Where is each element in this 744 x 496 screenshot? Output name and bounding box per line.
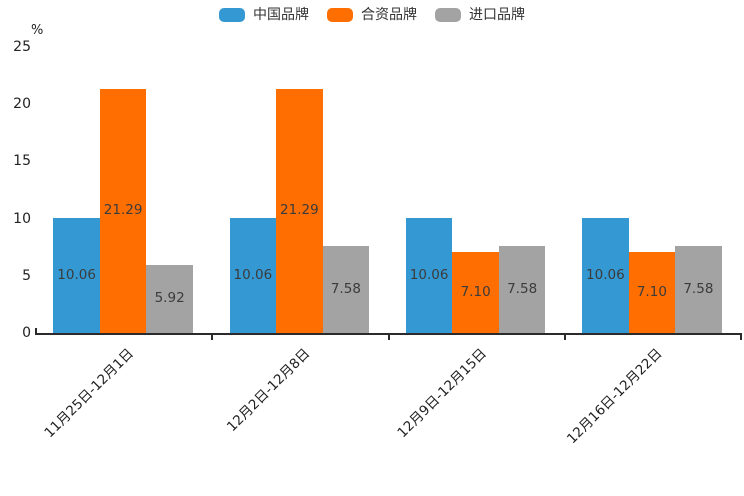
bar: 21.29 xyxy=(99,89,147,333)
bar: 10.06 xyxy=(582,217,629,333)
legend-swatch-import-brand xyxy=(435,8,461,22)
y-axis-tick-label: 20 xyxy=(13,96,31,113)
bar-value-label: 21.29 xyxy=(280,202,319,219)
bar-value-label: 7.58 xyxy=(507,280,538,297)
x-axis-tick-label: 12月9日-12月15日 xyxy=(394,345,490,442)
bar: 10.06 xyxy=(229,217,277,333)
x-axis-tick-label: 12月2日-12月8日 xyxy=(223,345,314,435)
x-axis-tick xyxy=(563,335,566,340)
bar-value-label: 7.58 xyxy=(683,280,714,297)
bar: 21.29 xyxy=(276,89,323,333)
bar-value-label: 10.06 xyxy=(233,266,273,283)
legend-item-label: 合资品牌 xyxy=(361,7,417,23)
bar-value-label: 7.10 xyxy=(636,283,667,300)
bar: 7.10 xyxy=(628,251,676,333)
bar-value-label: 5.92 xyxy=(154,290,185,307)
x-axis-tick xyxy=(740,335,742,340)
legend: 中国品牌 合资品牌 进口品牌 xyxy=(0,8,744,22)
bar: 10.06 xyxy=(53,217,100,333)
legend-swatch-china-brand xyxy=(219,8,245,22)
y-axis-unit-label: % xyxy=(31,23,44,38)
legend-item-joint-venture-brand: 合资品牌 xyxy=(327,8,417,22)
bar: 7.58 xyxy=(322,246,370,333)
bar: 7.58 xyxy=(675,246,722,333)
x-axis-tick xyxy=(211,335,214,340)
legend-item-china-brand: 中国品牌 xyxy=(219,8,309,22)
legend-item-label: 中国品牌 xyxy=(253,7,309,23)
x-axis-tick-label: 12月16日-12月22日 xyxy=(564,345,666,448)
bar: 5.92 xyxy=(146,265,193,333)
bar: 10.06 xyxy=(405,217,453,333)
x-axis-tick xyxy=(387,335,390,340)
y-axis-tick-label: 25 xyxy=(13,39,31,55)
y-axis-tick-label: 10 xyxy=(13,210,31,227)
legend-item-label: 进口品牌 xyxy=(469,7,525,23)
bar-value-label: 7.10 xyxy=(460,283,491,300)
x-axis-tick xyxy=(35,328,37,333)
bar: 7.58 xyxy=(498,246,546,333)
bar-value-label: 7.58 xyxy=(330,280,361,297)
bar: 7.10 xyxy=(452,251,499,333)
bar-value-label: 21.29 xyxy=(103,202,143,219)
x-axis-tick-label: 11月25日-12月1日 xyxy=(41,345,138,442)
y-axis-tick-label: 0 xyxy=(22,325,31,341)
bar-value-label: 10.06 xyxy=(409,266,449,283)
legend-item-import-brand: 进口品牌 xyxy=(435,8,525,22)
y-axis-tick-label: 5 xyxy=(22,267,31,284)
bar-value-label: 10.06 xyxy=(586,266,625,283)
x-axis-line xyxy=(35,333,742,335)
legend-swatch-joint-venture-brand xyxy=(327,8,353,22)
y-axis-tick-label: 15 xyxy=(13,153,31,170)
bar-value-label: 10.06 xyxy=(57,266,96,283)
